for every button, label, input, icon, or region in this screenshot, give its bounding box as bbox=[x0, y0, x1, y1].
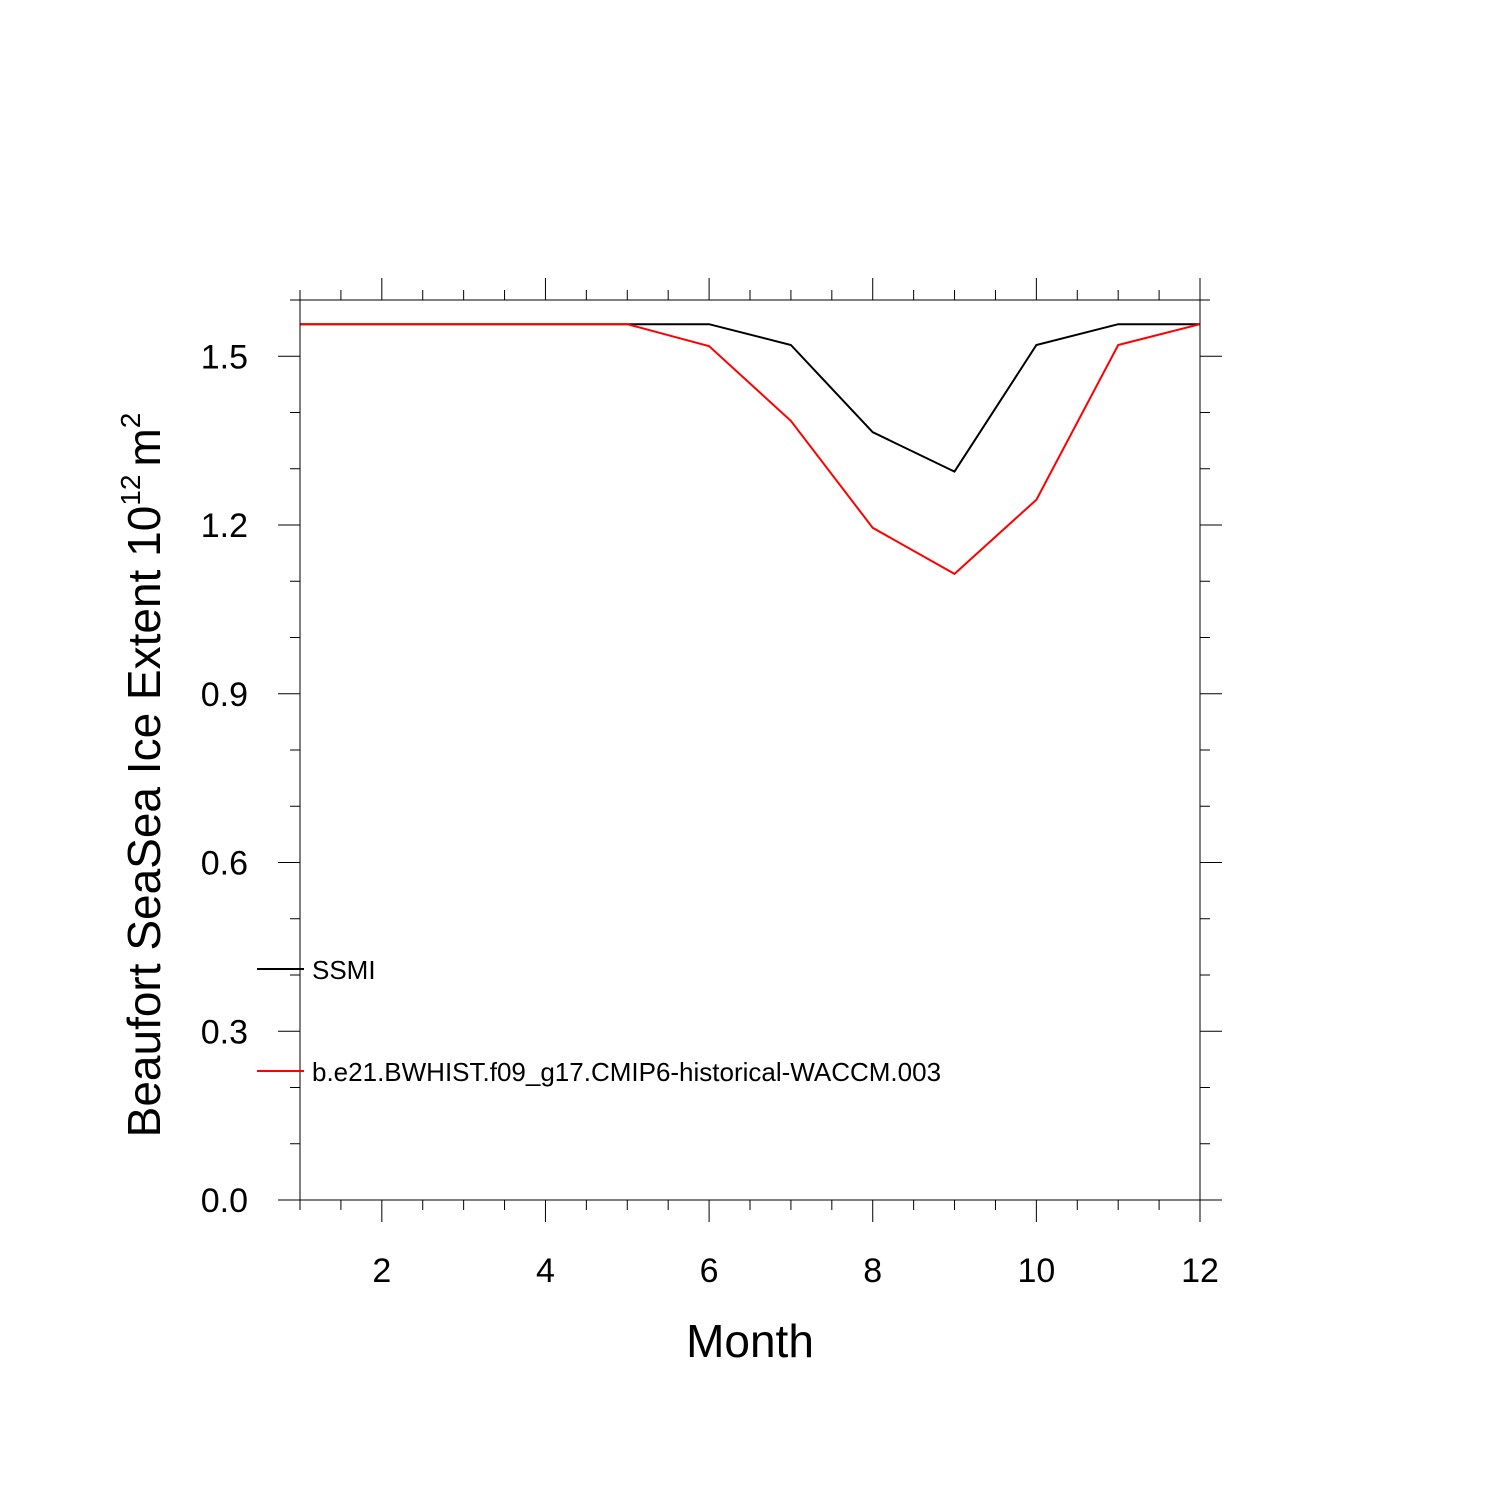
x-tick-label: 10 bbox=[1017, 1252, 1055, 1290]
x-axis-title: Month bbox=[686, 1315, 814, 1367]
x-tick-label: 6 bbox=[700, 1252, 719, 1290]
x-tick-label: 2 bbox=[372, 1252, 391, 1290]
minor-ticks bbox=[290, 290, 1210, 1210]
major-ticks bbox=[278, 278, 1222, 1222]
legend-label-1: b.e21.BWHIST.f09_g17.CMIP6-historical-WA… bbox=[312, 1057, 941, 1087]
series-line-0 bbox=[300, 323, 1200, 473]
series-line-1 bbox=[300, 323, 1201, 576]
y-tick-label: 1.5 bbox=[201, 338, 248, 376]
plot-frame bbox=[299, 299, 1201, 1201]
y-axis-title-unit: m bbox=[118, 428, 170, 466]
x-tick-label: 8 bbox=[863, 1252, 882, 1290]
y-axis-title-exponent: 12 bbox=[115, 475, 146, 506]
series-lines bbox=[300, 323, 1201, 576]
y-axis-title-text: Beaufort SeaSea Ice Extent 10 bbox=[118, 506, 170, 1138]
y-tick-label: 0.9 bbox=[201, 676, 248, 714]
y-tick-label: 0.0 bbox=[201, 1182, 248, 1220]
y-tick-labels: 0.0 0.3 0.6 0.9 1.2 1.5 bbox=[201, 338, 248, 1220]
y-tick-label: 1.2 bbox=[201, 507, 248, 545]
y-tick-label: 0.6 bbox=[201, 845, 248, 883]
y-axis-title-unit-exponent: 2 bbox=[115, 413, 146, 429]
x-tick-labels: 2 4 6 8 10 12 bbox=[372, 1252, 1219, 1290]
y-axis-title: Beaufort SeaSea Ice Extent 1012 m2 bbox=[115, 413, 170, 1138]
legend: SSMI b.e21.BWHIST.f09_g17.CMIP6-historica… bbox=[257, 955, 941, 1087]
x-tick-label: 4 bbox=[536, 1252, 555, 1290]
x-tick-label: 12 bbox=[1181, 1252, 1219, 1290]
legend-label-0: SSMI bbox=[312, 955, 376, 985]
y-tick-label: 0.3 bbox=[201, 1013, 248, 1051]
